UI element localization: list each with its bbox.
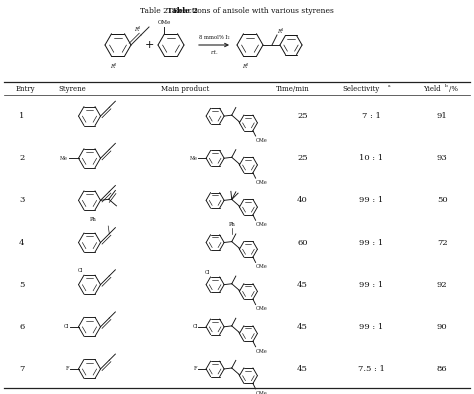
- Text: 10 : 1: 10 : 1: [359, 154, 383, 162]
- Text: Ph: Ph: [90, 217, 96, 222]
- Text: 90: 90: [437, 323, 447, 331]
- Text: 45: 45: [297, 365, 308, 373]
- Text: +: +: [144, 40, 154, 50]
- Text: Cl: Cl: [204, 270, 210, 275]
- Text: OMe: OMe: [256, 349, 268, 353]
- Text: 60: 60: [297, 238, 308, 247]
- Text: 2: 2: [19, 154, 25, 162]
- Text: Cl: Cl: [78, 268, 83, 273]
- Text: OMe: OMe: [256, 138, 268, 143]
- Text: 91: 91: [437, 112, 447, 120]
- Text: OMe: OMe: [256, 264, 268, 269]
- Text: 45: 45: [297, 323, 308, 331]
- Text: Cl: Cl: [192, 324, 198, 329]
- Text: Styrene: Styrene: [59, 84, 86, 93]
- Text: 99 : 1: 99 : 1: [359, 281, 383, 289]
- Text: 86: 86: [437, 365, 447, 373]
- Text: 99 : 1: 99 : 1: [359, 196, 383, 204]
- Text: 7 : 1: 7 : 1: [362, 112, 381, 120]
- Text: 25: 25: [297, 112, 308, 120]
- Text: OMe: OMe: [256, 391, 268, 394]
- Text: 40: 40: [297, 196, 308, 204]
- Text: Me: Me: [60, 156, 68, 161]
- Text: 72: 72: [437, 238, 447, 247]
- Text: 7.5 : 1: 7.5 : 1: [358, 365, 384, 373]
- Text: 45: 45: [297, 281, 308, 289]
- Text: R²: R²: [110, 63, 116, 69]
- Text: R¹: R¹: [277, 28, 283, 33]
- Text: /%: /%: [449, 84, 458, 93]
- Text: 3: 3: [19, 196, 25, 204]
- Text: 99 : 1: 99 : 1: [359, 238, 383, 247]
- Text: Yield: Yield: [423, 84, 441, 93]
- Text: Selectivity: Selectivity: [343, 84, 380, 93]
- Text: Time/min: Time/min: [275, 84, 309, 93]
- Text: 50: 50: [437, 196, 447, 204]
- Text: 7: 7: [19, 365, 25, 373]
- Text: 5: 5: [19, 281, 25, 289]
- Text: OMe: OMe: [256, 180, 268, 185]
- Text: Ph: Ph: [228, 222, 235, 227]
- Text: Entry: Entry: [15, 84, 35, 93]
- Text: 25: 25: [297, 154, 308, 162]
- Text: OMe: OMe: [256, 307, 268, 311]
- Text: OMe: OMe: [256, 222, 268, 227]
- Text: Table 2  Reactions of anisole with various styrenes: Table 2 Reactions of anisole with variou…: [140, 7, 334, 15]
- Text: Cl: Cl: [64, 324, 69, 329]
- Text: Main product: Main product: [161, 84, 209, 93]
- Text: a: a: [388, 84, 391, 87]
- Text: 93: 93: [437, 154, 447, 162]
- Text: 6: 6: [19, 323, 25, 331]
- Text: R²: R²: [242, 63, 248, 69]
- Text: 1: 1: [19, 112, 25, 120]
- Text: F: F: [66, 366, 69, 372]
- Text: r.t.: r.t.: [210, 50, 218, 54]
- Text: 4: 4: [19, 238, 25, 247]
- Text: Table 2: Table 2: [167, 7, 198, 15]
- Text: 99 : 1: 99 : 1: [359, 323, 383, 331]
- Text: R¹: R¹: [134, 26, 140, 32]
- Text: b: b: [445, 84, 448, 87]
- Text: OMe: OMe: [158, 20, 171, 25]
- Text: 92: 92: [437, 281, 447, 289]
- Text: F: F: [194, 366, 198, 372]
- Text: 8 mmol% I₂: 8 mmol% I₂: [199, 35, 229, 39]
- Text: Me: Me: [190, 156, 198, 161]
